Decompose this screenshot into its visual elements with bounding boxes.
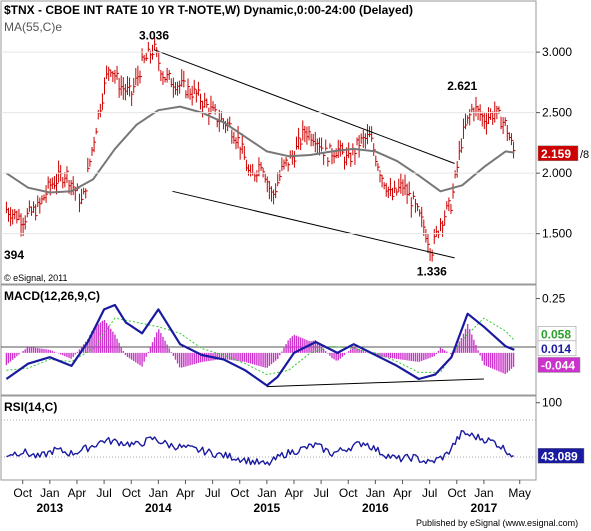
x-axis-year-label: 2017 [471, 501, 498, 515]
x-axis-month-label: Oct [13, 486, 32, 500]
x-axis-month-label: Apr [176, 486, 195, 500]
price-trendline-1 [153, 49, 455, 164]
price-ytick-label: 2.000 [542, 166, 572, 180]
macd-signal-line [6, 317, 515, 376]
x-axis-month-label: Apr [285, 486, 304, 500]
price-annotation: 2.621 [447, 79, 477, 93]
x-axis-month-label: Jul [422, 486, 437, 500]
rsi-ytick-label: 100 [542, 396, 562, 410]
x-axis-year-label: 2014 [145, 501, 172, 515]
price-ytick-label: 2.500 [542, 106, 572, 120]
price-trendline-2 [172, 190, 455, 259]
price-left-label: 394 [4, 248, 24, 262]
x-axis-month-label: Jan [40, 486, 59, 500]
macd-badge-signal: 0.058 [541, 327, 571, 341]
x-axis-year-label: 2013 [36, 501, 63, 515]
macd-ytick-label: 0.25 [542, 292, 566, 306]
x-axis-month-label: May [508, 486, 531, 500]
rsi-badge: 43.089 [541, 449, 578, 463]
x-axis-month-label: Oct [230, 486, 249, 500]
x-axis-year-label: 2016 [362, 501, 389, 515]
price-layer: 3.036 2.621 1.336 [5, 29, 516, 279]
rsi-line [6, 430, 514, 466]
x-axis-month-label: Jan [366, 486, 385, 500]
macd-badge-hist-bg [537, 357, 581, 373]
macd-line [5, 303, 515, 387]
x-axis-month-label: Jul [205, 486, 220, 500]
macd-layer [5, 303, 515, 388]
rsi-title: RSI(14,C) [4, 400, 57, 414]
x-axis-month-label: Oct [122, 486, 141, 500]
x-axis-month-label: Jul [313, 486, 328, 500]
x-axis-month-label: Jul [96, 486, 111, 500]
macd-badge-hist: -0.044 [541, 358, 575, 372]
axis-layer: 3.000 2.500 2.000 1.500 0.25 100 Oct Jan Apr Jul O… [1, 45, 572, 515]
price-ytick-label: 1.500 [542, 227, 572, 241]
x-axis-month-label: Apr [68, 486, 87, 500]
price-ytick-label: 3.000 [542, 45, 572, 59]
price-last-value-badge-bg [537, 145, 579, 162]
price-last-value-suffix: /8 [580, 149, 589, 161]
x-axis-month-label: Jan [149, 486, 168, 500]
price-title: $TNX - CBOE INT RATE 10 YR T-NOTE,W) Dyn… [4, 3, 413, 17]
x-axis-month-label: Jan [257, 486, 276, 500]
price-subtitle: MA(55,C)e [4, 20, 62, 34]
price-annotation: 1.336 [417, 265, 447, 279]
x-axis-month-label: Jan [474, 486, 493, 500]
macd-title: MACD(12,26,9,C) [4, 289, 100, 303]
price-panel [0, 0, 537, 285]
ma-line [5, 105, 515, 194]
rsi-panel [0, 395, 537, 481]
macd-badge-macd: 0.014 [541, 342, 571, 356]
price-annotation: 3.036 [139, 29, 169, 43]
x-axis-month-label: Oct [339, 486, 358, 500]
footer-text: Published by eSignal (www.esignal.com) [416, 518, 578, 528]
x-axis-month-label: Oct [447, 486, 466, 500]
macd-badge-macd-bg [537, 340, 577, 357]
price-last-value-badge: 2.159 [541, 147, 571, 161]
x-axis-year-label: 2015 [254, 501, 281, 515]
macd-trendline [266, 378, 484, 388]
copyright-text: © eSignal, 2011 [4, 273, 68, 283]
rsi-badge-bg [537, 448, 585, 464]
x-axis-month-label: Apr [393, 486, 412, 500]
rsi-layer [6, 430, 514, 466]
